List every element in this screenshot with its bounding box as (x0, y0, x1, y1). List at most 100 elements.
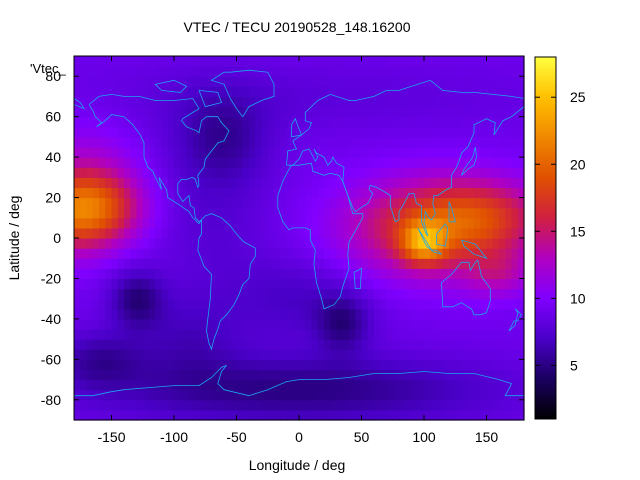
heatmap-cell (455, 136, 463, 148)
heatmap-cell (480, 379, 488, 391)
heatmap-cell (499, 86, 506, 98)
x-axis: -150 -100 -50 0 50 100 150 (97, 56, 498, 445)
heatmap-cell (305, 369, 313, 381)
heatmap-cell (211, 409, 219, 421)
heatmap-cell (511, 197, 519, 209)
heatmap-cell (261, 86, 269, 98)
heatmap-cell (255, 258, 263, 269)
heatmap-cell (505, 298, 513, 310)
heatmap-cell (149, 126, 156, 138)
heatmap-cell (92, 349, 100, 360)
heatmap-cell (330, 76, 338, 87)
heatmap-cell (299, 298, 306, 310)
heatmap-cell (380, 288, 388, 300)
heatmap-cell (242, 227, 250, 239)
heatmap-cell (111, 389, 119, 401)
heatmap-cell (261, 278, 269, 290)
heatmap-cell (130, 409, 138, 421)
heatmap-cell (436, 339, 444, 350)
heatmap-cell (342, 157, 350, 168)
heatmap-cell (74, 409, 81, 421)
heatmap-cell (405, 217, 413, 229)
heatmap-cell (99, 157, 106, 168)
heatmap-cell (330, 258, 338, 269)
heatmap-cell (261, 66, 269, 77)
heatmap-cell (199, 329, 206, 340)
heatmap-cell (311, 147, 319, 158)
heatmap-cell (217, 106, 225, 118)
heatmap-cell (124, 318, 131, 330)
heatmap-cell (242, 308, 250, 320)
heatmap-cell (99, 56, 106, 67)
heatmap-cell (324, 116, 331, 128)
heatmap-cell (167, 136, 175, 148)
heatmap-cell (130, 96, 138, 108)
heatmap-cell (80, 329, 88, 340)
y-tick-label: -20 (41, 270, 61, 286)
heatmap-cell (511, 207, 519, 219)
heatmap-cell (455, 359, 463, 371)
heatmap-cell (399, 96, 406, 108)
heatmap-cell (449, 278, 456, 290)
heatmap-cell (267, 248, 275, 259)
heatmap-cell (499, 409, 506, 421)
heatmap-cell (311, 187, 319, 199)
heatmap-cell (161, 369, 169, 381)
heatmap-cell (336, 56, 344, 67)
heatmap-cell (336, 207, 344, 219)
heatmap-cell (424, 268, 431, 280)
heatmap-cell (499, 318, 506, 330)
heatmap-cell (505, 66, 513, 77)
heatmap-cell (455, 116, 463, 128)
heatmap-cell (380, 167, 388, 178)
heatmap-cell (449, 308, 456, 320)
heatmap-cell (349, 217, 356, 229)
heatmap-cell (517, 329, 525, 340)
heatmap-cell (86, 329, 94, 340)
heatmap-cell (267, 197, 275, 209)
heatmap-cell (292, 86, 300, 98)
heatmap-cell (217, 308, 225, 320)
heatmap-cell (442, 177, 450, 189)
heatmap-cell (311, 258, 319, 269)
heatmap-cell (324, 76, 331, 87)
heatmap-cell (480, 126, 488, 138)
heatmap-cell (399, 177, 406, 189)
heatmap-cell (474, 207, 481, 219)
heatmap-cell (167, 76, 175, 87)
heatmap-cell (505, 409, 513, 421)
heatmap-cell (411, 197, 419, 209)
heatmap-cell (349, 238, 356, 249)
heatmap-cell (180, 106, 188, 118)
heatmap-cell (74, 349, 81, 360)
heatmap-cell (149, 56, 156, 67)
heatmap-cell (417, 318, 425, 330)
heatmap-cell (442, 318, 450, 330)
heatmap-cell (230, 409, 238, 421)
heatmap-cell (155, 116, 163, 128)
heatmap-cell (236, 207, 244, 219)
heatmap-cell (405, 227, 413, 239)
heatmap-cell (486, 126, 494, 138)
heatmap-cell (480, 116, 488, 128)
heatmap-cell (261, 56, 269, 67)
heatmap-cell (130, 116, 138, 128)
heatmap-cell (386, 359, 394, 371)
heatmap-cell (517, 76, 525, 87)
heatmap-cell (461, 318, 469, 330)
heatmap-cell (505, 207, 513, 219)
heatmap-cell (161, 288, 169, 300)
heatmap-cell (299, 167, 306, 178)
heatmap-cell (336, 409, 344, 421)
heatmap-cell (467, 126, 475, 138)
heatmap-cell (511, 106, 519, 118)
heatmap-cell (105, 177, 113, 189)
heatmap-cell (486, 369, 494, 381)
heatmap-cell (255, 126, 263, 138)
heatmap-cell (474, 126, 481, 138)
heatmap-cell (180, 86, 188, 98)
heatmap-cell (74, 106, 81, 118)
heatmap-cell (480, 217, 488, 229)
heatmap-cell (305, 298, 313, 310)
heatmap-cell (155, 389, 163, 401)
